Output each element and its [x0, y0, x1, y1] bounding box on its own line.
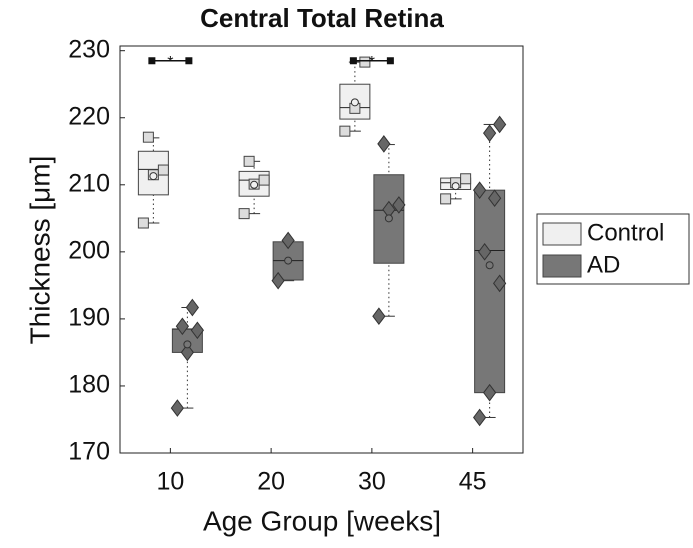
point — [372, 307, 386, 326]
point — [473, 181, 487, 199]
point — [157, 164, 169, 176]
point — [190, 321, 204, 340]
significance-label: * — [369, 54, 375, 71]
mean — [250, 180, 259, 189]
point — [243, 155, 255, 167]
legend-swatch — [542, 254, 582, 278]
point — [460, 173, 472, 185]
point — [493, 274, 507, 293]
point — [281, 231, 295, 250]
x-tick-label: 30 — [358, 468, 386, 496]
point — [440, 193, 452, 205]
significance-end — [185, 57, 193, 65]
point — [258, 174, 270, 186]
significance-end — [148, 57, 156, 65]
point — [180, 343, 194, 362]
point — [488, 189, 502, 208]
x-tick-label: 20 — [257, 468, 285, 496]
y-tick-label: 220 — [68, 102, 110, 130]
y-tick-label: 200 — [68, 236, 110, 264]
x-tick-label: 10 — [156, 468, 184, 496]
y-tick-label: 170 — [68, 438, 110, 466]
y-axis-label: Thickness [μm] — [24, 156, 55, 345]
legend-swatch — [542, 222, 582, 246]
point — [170, 399, 184, 417]
point — [359, 56, 371, 68]
mean — [485, 261, 494, 270]
y-tick-label: 180 — [68, 371, 110, 399]
point — [142, 131, 154, 143]
y-tick-label: 190 — [68, 304, 110, 332]
mean — [149, 172, 158, 181]
legend-label: Control — [587, 219, 664, 246]
x-axis-label: Age Group [weeks] — [203, 505, 441, 536]
y-tick-label: 230 — [68, 35, 110, 63]
point — [377, 135, 391, 153]
point — [493, 115, 507, 134]
point — [185, 298, 199, 317]
significance-label: * — [167, 54, 173, 71]
y-tick-label: 210 — [68, 169, 110, 197]
mean — [384, 214, 393, 223]
mean — [284, 256, 293, 265]
plot-frame — [119, 45, 524, 454]
point — [478, 243, 492, 261]
chart-title: Central Total Retina — [200, 3, 444, 33]
point — [483, 124, 497, 142]
significance-end — [386, 57, 394, 65]
legend-label: AD — [587, 251, 620, 278]
box — [373, 174, 405, 264]
point — [175, 317, 189, 336]
point — [238, 208, 250, 220]
point — [339, 125, 351, 137]
point — [392, 196, 406, 214]
point — [483, 383, 497, 402]
significance-end — [349, 57, 357, 65]
point — [271, 271, 285, 290]
mean — [451, 182, 460, 191]
x-tick-label: 45 — [459, 468, 487, 496]
point — [137, 217, 149, 229]
mean — [350, 98, 359, 107]
mean — [183, 340, 192, 349]
point — [473, 408, 487, 427]
